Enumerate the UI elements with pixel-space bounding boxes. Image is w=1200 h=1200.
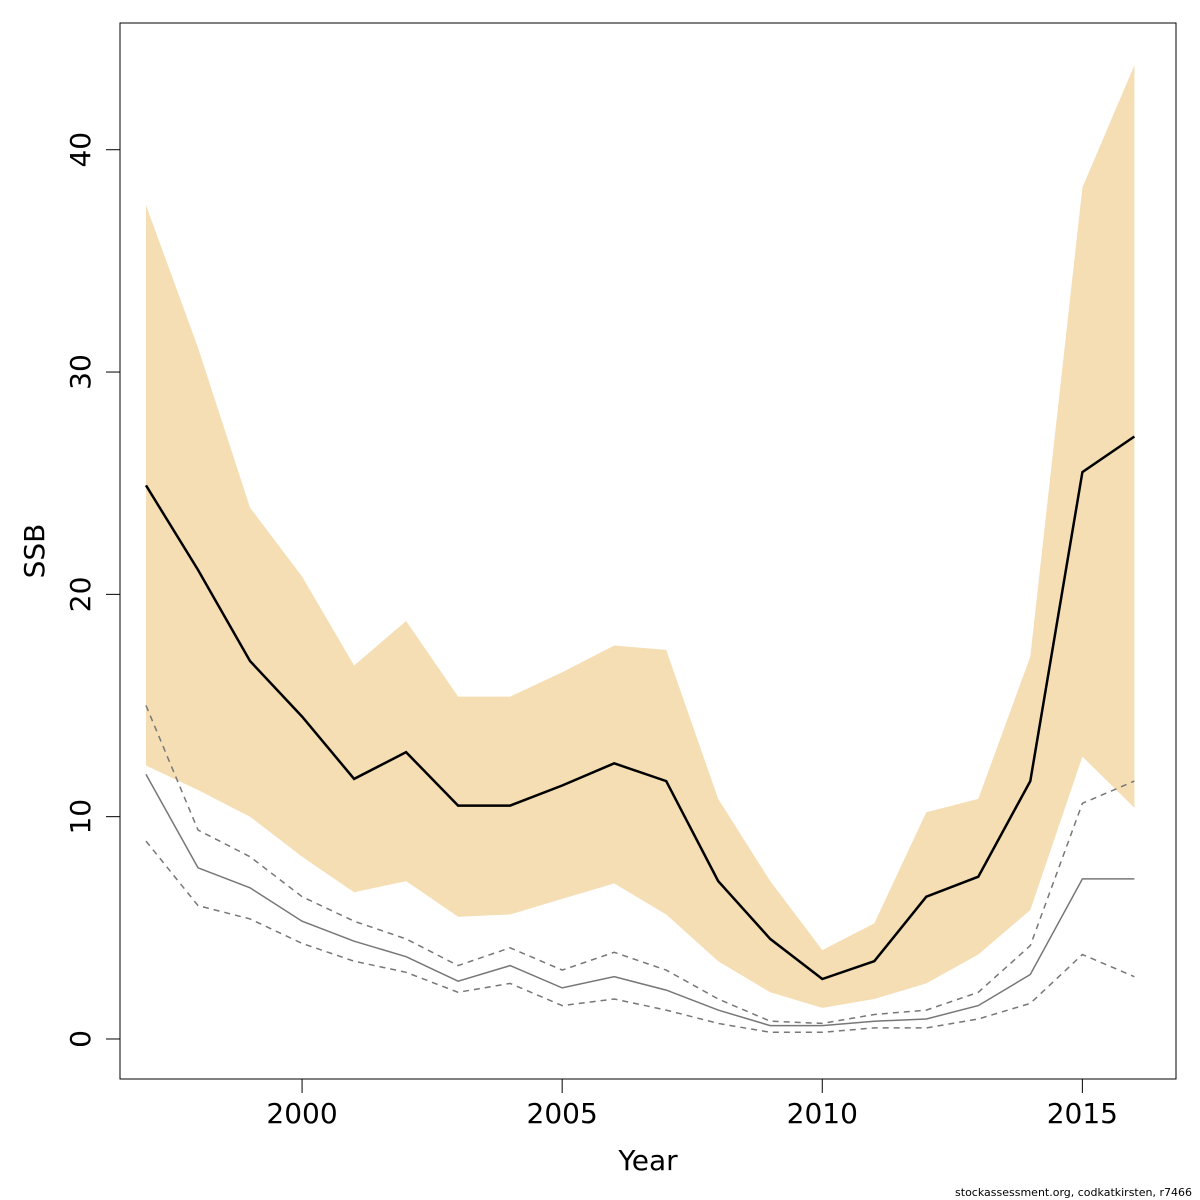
comparison-upper-dashed-line [145,705,1135,1025]
y-tick-label: 40 [64,132,97,168]
comparison-lower-dashed-line [145,840,1135,1034]
comparison-line [145,774,1135,1027]
x-axis: 2000 2005 2010 2015 [266,1079,1118,1130]
confidence-band-layer [146,65,1135,1008]
x-tick-label: 2000 [266,1097,337,1130]
y-tick-label: 0 [64,1030,97,1048]
x-axis-title: Year [617,1144,678,1177]
y-tick-label: 30 [64,354,97,390]
y-tick-label: 20 [64,577,97,613]
confidence-band [146,65,1135,1008]
ssb-estimate-line [144,435,1136,981]
x-tick-label: 2010 [787,1097,858,1130]
plot-frame [119,22,1177,1080]
footer-credit: stockassessment.org, codkatkirsten, r746… [955,1186,1192,1199]
y-tick-label: 10 [64,799,97,835]
x-tick-label: 2005 [527,1097,598,1130]
y-axis: 0 10 20 30 40 [64,132,120,1048]
series-lines-layer [144,435,1136,1034]
x-tick-label: 2015 [1047,1097,1118,1130]
y-axis-title: SSB [18,524,51,579]
